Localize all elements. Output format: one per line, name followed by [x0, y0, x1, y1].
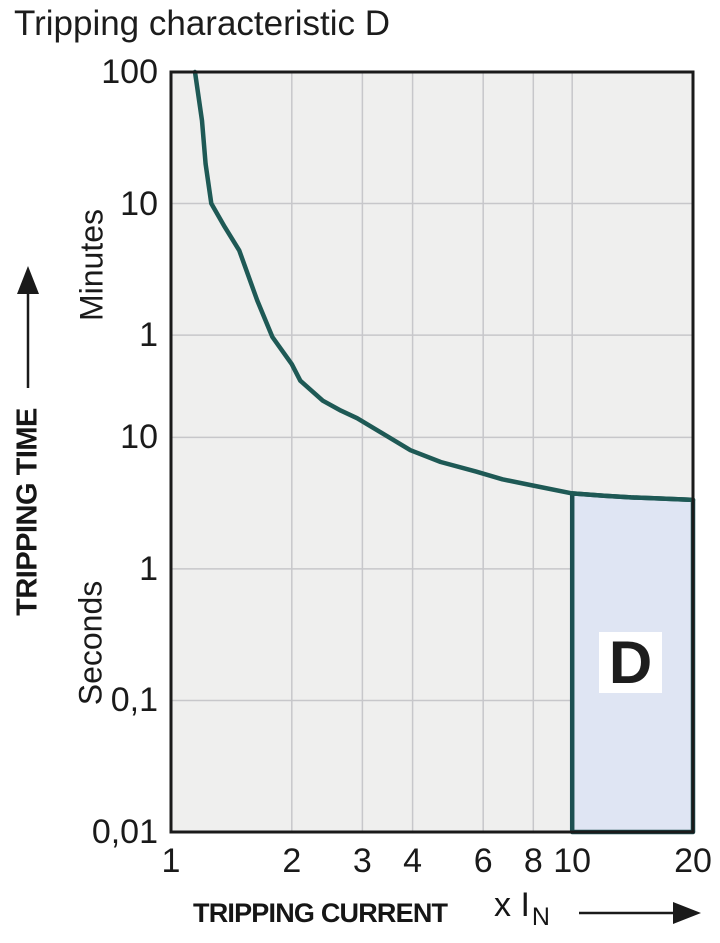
y-tick-label: 1 — [139, 549, 158, 588]
y-tick-label: 0,01 — [91, 813, 158, 851]
region-label-box: D — [599, 632, 662, 693]
x-tick-label: 6 — [473, 842, 493, 880]
y-tick-label: 100 — [101, 53, 158, 91]
x-tick-label: 8 — [523, 842, 543, 880]
y-axis-title: TRIPPING TIME — [11, 408, 44, 616]
x-tick-label: 3 — [352, 842, 372, 880]
y-tick-label: 0,1 — [110, 681, 158, 720]
y-unit-minutes-label: Minutes — [73, 208, 110, 322]
y-tick-label: 10 — [120, 418, 158, 457]
region-label: D — [608, 628, 653, 696]
x-axis-title: TRIPPING CURRENT — [193, 898, 448, 928]
x-multiplier-text: x I — [494, 886, 530, 924]
right-arrow-icon — [579, 902, 701, 924]
x-axis-multiplier: x IN — [494, 886, 550, 932]
x-tick-label: 1 — [161, 842, 181, 880]
y-tick-label: 1 — [139, 316, 158, 355]
x-tick-label: 2 — [282, 842, 302, 880]
tripping-curve — [192, 69, 696, 503]
x-tick-label: 4 — [403, 842, 423, 880]
x-multiplier-subscript: N — [531, 903, 550, 931]
x-tick-label: 10 — [553, 842, 592, 880]
plot-border — [169, 70, 695, 834]
x-tick-label: 20 — [674, 842, 712, 880]
y-unit-seconds-label: Seconds — [72, 580, 109, 706]
y-tick-label: 10 — [120, 184, 158, 223]
up-arrow-icon — [17, 266, 39, 388]
page-title: Tripping characteristic D — [14, 4, 391, 43]
